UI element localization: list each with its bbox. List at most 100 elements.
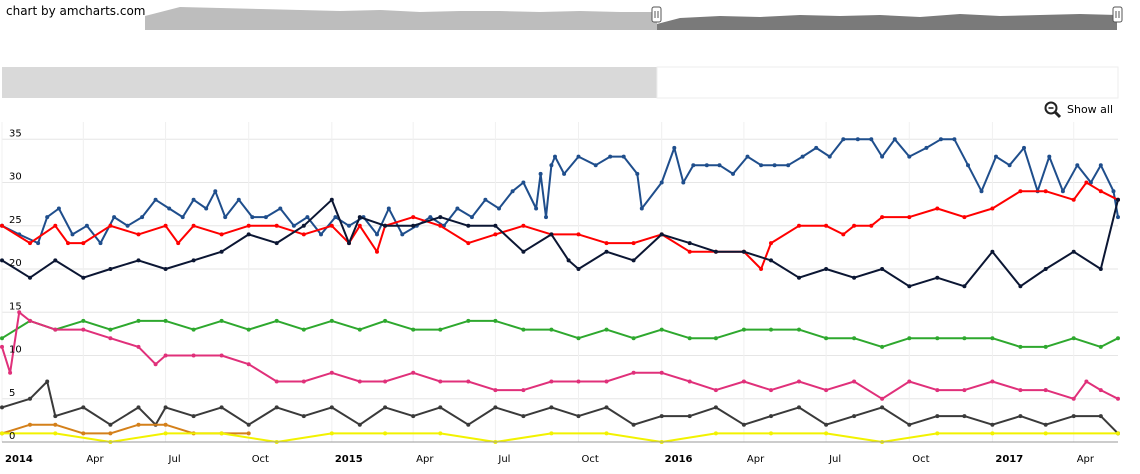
y-tick-label: 35 <box>9 128 22 139</box>
data-point <box>411 223 416 228</box>
data-point <box>45 379 50 384</box>
data-point <box>180 215 185 220</box>
data-point <box>28 396 32 401</box>
data-point <box>1007 163 1012 168</box>
data-point <box>136 232 141 237</box>
data-point <box>962 414 967 419</box>
data-point <box>608 154 613 159</box>
data-point <box>593 163 598 168</box>
data-point <box>1043 344 1048 349</box>
data-point <box>469 215 474 220</box>
x-tick-label: 2014 <box>5 454 33 465</box>
data-point <box>400 232 405 237</box>
data-point <box>305 215 310 220</box>
data-point <box>219 249 224 254</box>
data-point <box>741 379 746 384</box>
data-point <box>1098 189 1103 194</box>
data-point <box>521 180 526 185</box>
x-tick-label: Jul <box>168 454 181 465</box>
data-point <box>246 362 251 367</box>
data-point <box>301 414 306 419</box>
data-point <box>713 431 718 436</box>
y-tick-label: 15 <box>9 301 22 312</box>
data-point <box>347 241 351 246</box>
amcharts-credit-link[interactable]: chart by amcharts.com <box>6 4 146 18</box>
data-point <box>962 215 967 220</box>
scrollbar-track-selected[interactable] <box>656 66 1119 99</box>
data-point <box>81 318 86 323</box>
scrollbar-right-grip[interactable] <box>1112 6 1123 23</box>
data-point <box>53 422 58 427</box>
data-point <box>990 422 995 427</box>
data-point <box>438 215 443 220</box>
data-point <box>713 388 718 393</box>
data-point <box>631 336 636 341</box>
data-point <box>28 422 32 427</box>
series-line <box>1 423 249 435</box>
data-point <box>0 223 4 228</box>
data-point <box>549 431 554 436</box>
data-point <box>576 267 581 271</box>
data-point <box>797 379 801 384</box>
data-point <box>176 241 181 246</box>
data-point <box>191 414 196 419</box>
data-point <box>621 154 626 159</box>
data-point <box>1043 422 1048 427</box>
data-point <box>112 215 117 220</box>
y-tick-label: 5 <box>9 388 15 399</box>
data-point <box>892 137 897 142</box>
data-point <box>274 379 279 384</box>
data-point <box>1018 344 1023 349</box>
data-point <box>990 336 995 341</box>
data-point <box>153 362 158 367</box>
data-point <box>824 336 829 341</box>
data-point <box>191 223 196 228</box>
data-point <box>36 241 41 246</box>
data-point <box>438 327 443 332</box>
data-point <box>962 336 967 341</box>
data-point <box>672 145 677 150</box>
data-point <box>544 215 548 220</box>
scrollbar-track-unselected[interactable] <box>2 67 657 98</box>
data-point <box>604 431 609 436</box>
data-point <box>534 206 539 211</box>
data-point <box>880 267 885 271</box>
data-point <box>1071 414 1076 419</box>
data-point <box>741 327 746 332</box>
data-point <box>880 344 885 349</box>
scrollbar-left-grip[interactable] <box>651 6 662 23</box>
data-point <box>0 405 4 410</box>
data-point <box>935 206 940 211</box>
data-point <box>745 154 750 159</box>
series-line <box>2 432 1118 443</box>
grid-lines <box>1 122 1118 443</box>
scrollbar-preview-selected <box>657 14 1117 30</box>
data-point <box>576 336 581 341</box>
data-point <box>28 318 32 323</box>
data-point <box>549 327 554 332</box>
data-point <box>659 414 664 419</box>
series-7 <box>0 431 1120 444</box>
data-point <box>347 223 351 228</box>
data-point <box>852 414 857 419</box>
data-point <box>236 197 241 202</box>
data-point <box>136 344 141 349</box>
data-point <box>81 275 86 280</box>
data-point <box>704 163 709 168</box>
scrollbar-preview-left <box>145 7 657 30</box>
data-point <box>1116 197 1120 202</box>
data-point <box>329 405 334 410</box>
data-point <box>250 215 255 220</box>
data-point <box>329 370 334 375</box>
data-point <box>1071 249 1076 254</box>
data-point <box>935 275 940 280</box>
data-point <box>493 388 498 393</box>
data-point <box>329 197 334 202</box>
chart-scrollbar[interactable] <box>0 0 1140 100</box>
data-point <box>108 336 113 341</box>
series-4 <box>0 310 1120 401</box>
data-point <box>880 396 885 401</box>
data-point <box>631 241 636 246</box>
data-point <box>1047 154 1052 159</box>
y-tick-label: 25 <box>9 215 22 226</box>
